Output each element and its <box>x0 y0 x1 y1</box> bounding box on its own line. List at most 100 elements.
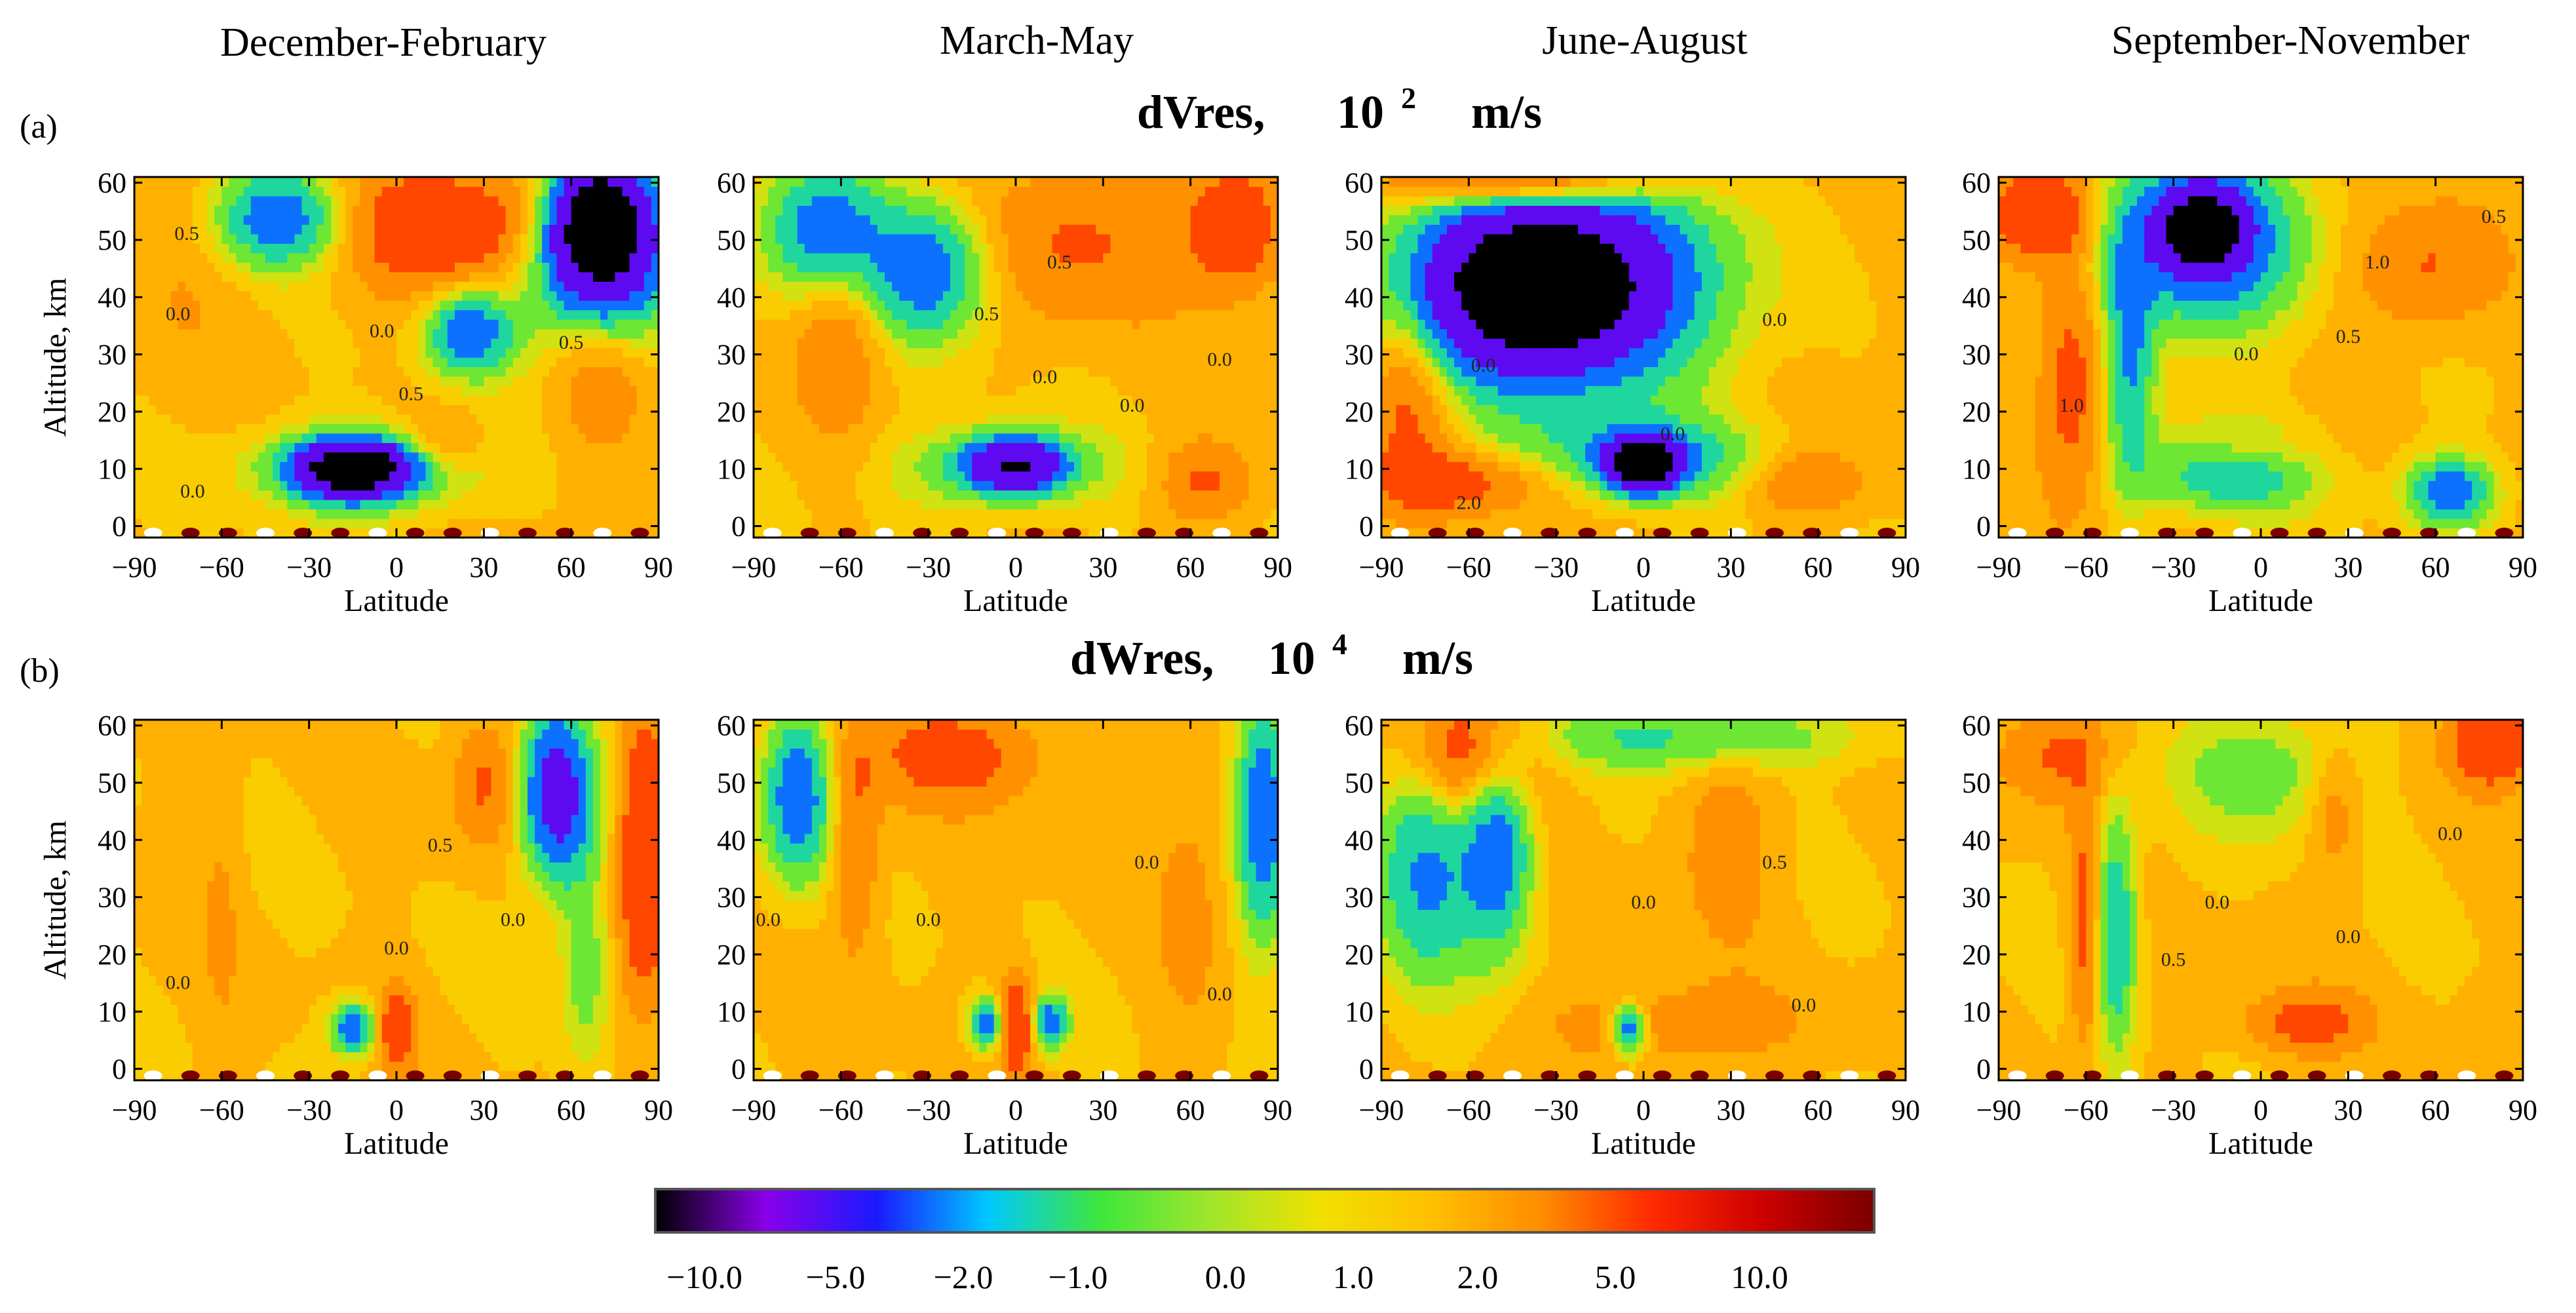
heat-cell <box>440 300 448 310</box>
heat-cell <box>345 281 353 291</box>
heat-cell <box>476 452 484 462</box>
heat-cell <box>244 215 252 225</box>
heat-cell <box>418 234 426 244</box>
heat-cell <box>302 300 310 310</box>
heat-cell <box>856 461 864 471</box>
heat-cell <box>1009 376 1016 386</box>
heat-cell <box>819 414 827 424</box>
heat-cell <box>957 253 965 263</box>
heat-cell <box>593 404 601 414</box>
heat-cell <box>1067 376 1075 386</box>
heat-cell <box>768 366 776 376</box>
heat-cell <box>856 471 864 481</box>
heat-cell <box>193 376 201 386</box>
heat-cell <box>360 471 368 481</box>
heat-cell <box>462 243 470 253</box>
heat-cell <box>433 281 441 291</box>
heat-cell <box>899 253 907 263</box>
heat-cell <box>1067 471 1075 481</box>
heat-cell <box>149 442 157 452</box>
heat-cell <box>1161 281 1169 291</box>
heat-cell <box>265 433 273 443</box>
heat-cell <box>761 338 769 348</box>
heat-cell <box>1009 385 1016 395</box>
heat-cell <box>826 480 834 490</box>
heat-cell <box>892 319 900 329</box>
heat-cell <box>622 414 630 424</box>
heat-cell <box>528 291 535 301</box>
heat-cell <box>586 395 594 405</box>
heat-cell <box>221 281 229 291</box>
heat-cell <box>754 395 761 405</box>
heat-cell <box>448 291 455 301</box>
heat-cell <box>389 461 397 471</box>
heat-cell <box>1030 281 1038 291</box>
heat-cell <box>317 490 324 500</box>
heat-cell <box>455 243 463 253</box>
heat-cell <box>375 385 383 395</box>
heat-cell <box>1052 338 1060 348</box>
heat-cell <box>957 509 965 519</box>
heat-cell <box>1081 500 1089 509</box>
heat-cell <box>798 291 805 301</box>
heat-cell <box>768 414 776 424</box>
heat-cell <box>936 442 944 452</box>
heat-cell <box>324 490 332 500</box>
heat-cell <box>1096 319 1104 329</box>
heat-cell <box>331 300 339 310</box>
heat-cell <box>185 243 193 253</box>
heat-cell <box>1147 319 1155 329</box>
heat-cell <box>207 357 215 367</box>
heat-cell <box>906 442 914 452</box>
heat-cell <box>237 224 244 234</box>
heat-cell <box>819 404 827 414</box>
heat-cell <box>513 519 521 528</box>
heat-cell <box>994 433 1002 443</box>
heat-cell <box>440 423 448 433</box>
heat-cell <box>549 262 557 272</box>
heat-cell <box>396 234 404 244</box>
heat-cell <box>338 500 346 509</box>
heat-cell <box>1052 528 1060 538</box>
heat-cell <box>171 338 179 348</box>
heat-cell <box>324 442 332 452</box>
heat-cell <box>331 253 339 263</box>
heat-cell <box>1023 452 1031 462</box>
heat-cell <box>345 385 353 395</box>
heat-cell <box>142 480 149 490</box>
heat-cell <box>913 338 921 348</box>
heat-cell <box>1074 338 1082 348</box>
heat-cell <box>564 461 572 471</box>
heat-cell <box>345 414 353 424</box>
heat-cell <box>411 281 419 291</box>
heat-cell <box>761 414 769 424</box>
heat-cell <box>1037 490 1045 500</box>
heat-cell <box>455 196 463 206</box>
heat-cell <box>1088 234 1096 244</box>
heat-cell <box>929 205 936 215</box>
heat-cell <box>433 500 441 509</box>
heat-cell <box>921 291 929 301</box>
heat-cell <box>1103 471 1111 481</box>
heat-cell <box>549 423 557 433</box>
heat-cell <box>506 272 514 282</box>
heat-cell <box>848 186 856 196</box>
heat-cell <box>178 452 186 462</box>
heat-cell <box>317 338 324 348</box>
heat-cell <box>396 329 404 339</box>
heat-cell <box>885 490 893 500</box>
heat-cell <box>156 177 164 187</box>
heat-cell <box>579 319 586 329</box>
heat-cell <box>440 442 448 452</box>
heat-cell <box>171 480 179 490</box>
heat-cell <box>1147 196 1155 206</box>
heat-cell <box>368 300 375 310</box>
heat-cell <box>622 385 630 395</box>
heat-cell <box>171 423 179 433</box>
heat-cell <box>630 471 638 481</box>
heat-cell <box>819 376 827 386</box>
heat-cell <box>856 253 864 263</box>
heat-cell <box>798 243 805 253</box>
heat-cell <box>142 357 149 367</box>
heat-cell <box>433 262 441 272</box>
